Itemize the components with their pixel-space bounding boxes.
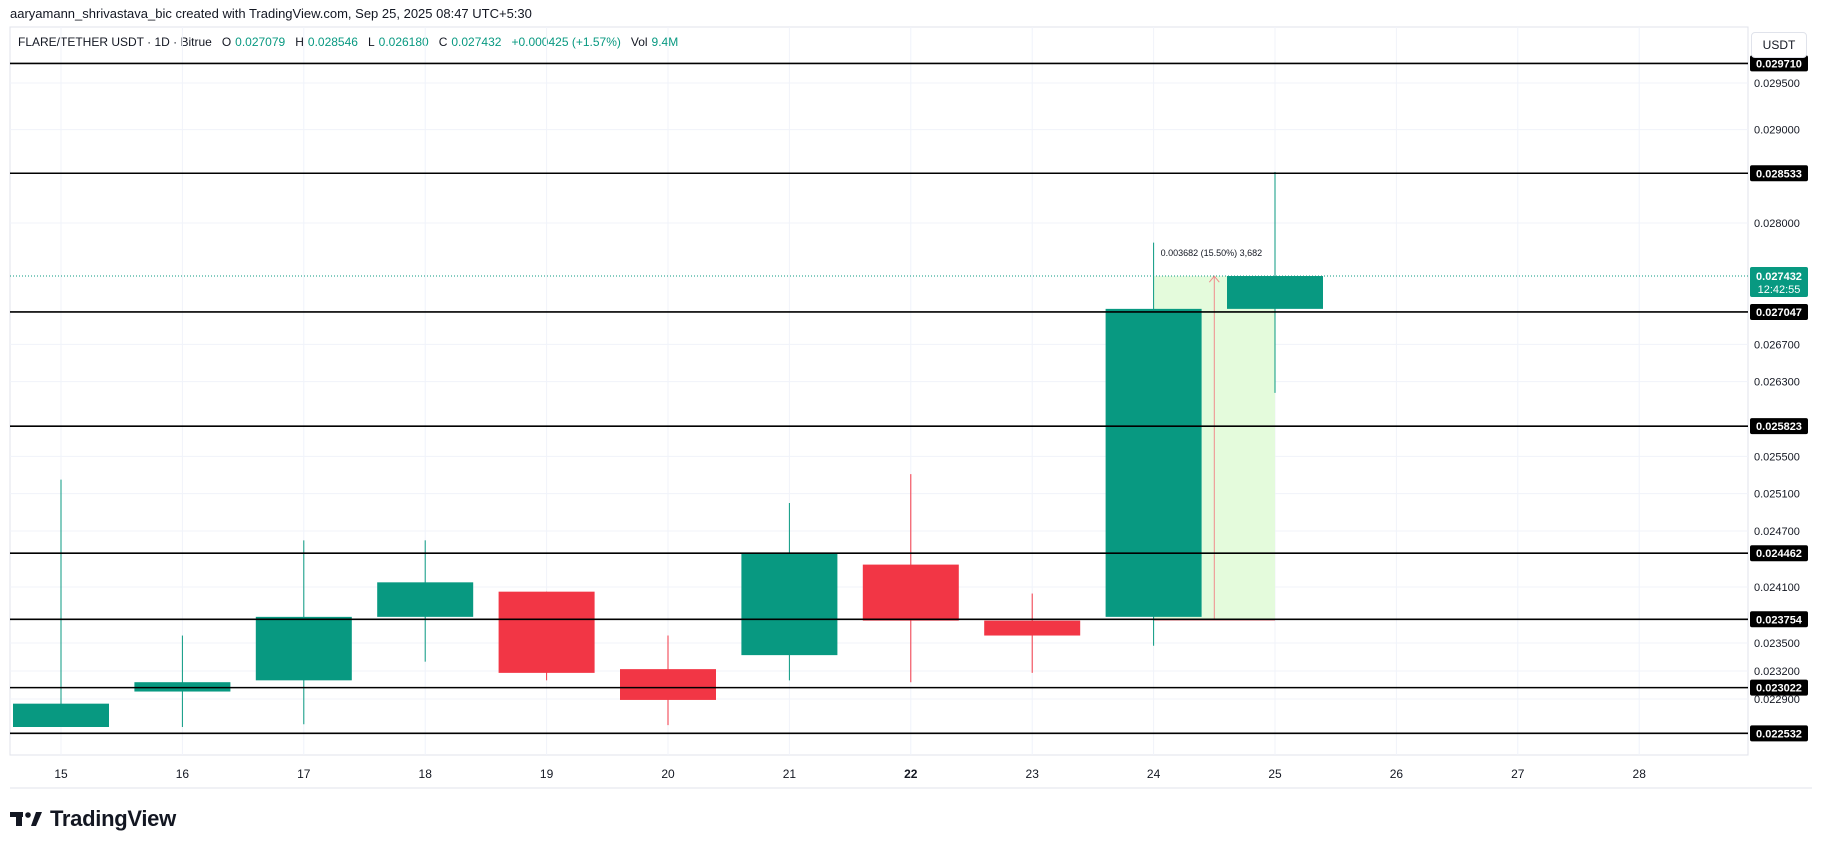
candle-body: [862, 564, 959, 621]
last-price-label: 0.027432: [1756, 271, 1802, 283]
open-value: 0.027079: [235, 35, 286, 49]
measurement-label: 0.003682 (15.50%) 3,682: [1161, 248, 1263, 258]
candle-body: [13, 703, 109, 727]
close-value: 0.027432: [451, 35, 502, 49]
candle-body: [377, 582, 474, 617]
measurement-arrowhead: [1208, 275, 1220, 283]
x-axis-tick-label: 24: [1147, 767, 1161, 781]
change-value: +0.000425 (+1.57%): [511, 35, 621, 49]
high-label: H: [295, 35, 304, 49]
x-axis-tick-label: 18: [419, 767, 433, 781]
candle-body: [741, 553, 838, 656]
low-label: L: [367, 35, 375, 49]
x-axis-tick-label: 17: [297, 767, 311, 781]
level-price-tag: [1750, 303, 1808, 320]
y-axis-tick-label: 0.029500: [1754, 78, 1800, 90]
x-axis-tick-label: 27: [1511, 767, 1525, 781]
y-axis-tick-label: 0.025100: [1754, 489, 1800, 501]
candle-body: [1105, 308, 1202, 617]
bar-countdown-label: 12:42:55: [1758, 284, 1801, 296]
y-axis-tick-label: 0.025500: [1754, 451, 1800, 463]
level-price-label: 0.023754: [1756, 614, 1803, 626]
symbol-title[interactable]: FLARE/TETHER USDT · 1D · Bitrue: [18, 35, 212, 49]
tradingview-logo-text: TradingView: [50, 806, 176, 831]
x-axis-tick-label: 20: [661, 767, 675, 781]
candle-body: [620, 669, 716, 700]
open-label: O: [221, 35, 232, 49]
x-axis-tick-label: 25: [1268, 767, 1282, 781]
level-price-tag: [1750, 611, 1808, 628]
level-price-tag: [1750, 165, 1808, 182]
chart-attribution: aaryamann_shrivastava_bic created with T…: [10, 6, 532, 21]
last-price-tag: [1750, 267, 1808, 298]
x-axis-tick-label: 21: [783, 767, 797, 781]
x-axis-tick-label: 16: [176, 767, 190, 781]
y-axis-tick-label: 0.023200: [1754, 666, 1800, 678]
candle-body: [255, 616, 352, 681]
candle-body: [498, 591, 595, 673]
x-axis-tick-label: 23: [1026, 767, 1040, 781]
y-axis-tick-label: 0.028000: [1754, 218, 1800, 230]
x-axis-tick-label: 15: [54, 767, 68, 781]
level-price-tag: [1750, 418, 1808, 435]
level-price-label: 0.023022: [1756, 683, 1802, 695]
low-value: 0.026180: [378, 35, 429, 49]
x-axis-tick-label: 22: [904, 767, 918, 781]
volume-value: 9.4M: [651, 35, 679, 49]
close-label: C: [438, 35, 448, 49]
currency-selector[interactable]: USDT: [1751, 32, 1807, 58]
x-axis-tick-label: 19: [540, 767, 554, 781]
y-axis-tick-label: 0.029000: [1754, 125, 1800, 137]
symbol-info-bar: FLARE/TETHER USDT · 1D · Bitrue O 0.0270…: [18, 35, 684, 49]
level-price-tag: [1750, 55, 1808, 72]
candle-body: [1227, 276, 1323, 309]
level-price-label: 0.022532: [1756, 728, 1802, 740]
candle-body: [984, 620, 1081, 636]
level-price-label: 0.025823: [1756, 421, 1802, 433]
level-price-label: 0.029710: [1756, 58, 1802, 70]
level-price-label: 0.027047: [1756, 307, 1802, 319]
x-axis-tick-label: 26: [1390, 767, 1404, 781]
tradingview-logo: TradingView: [10, 806, 176, 832]
level-price-label: 0.028533: [1756, 168, 1802, 180]
y-axis-tick-label: 0.024100: [1754, 582, 1800, 594]
y-axis-tick-label: 0.026300: [1754, 377, 1800, 389]
y-axis-tick-label: 0.022900: [1754, 694, 1800, 706]
y-axis-tick-label: 0.024700: [1754, 526, 1800, 538]
level-price-tag: [1750, 725, 1808, 742]
volume-label: Vol: [630, 35, 648, 49]
high-value: 0.028546: [307, 35, 358, 49]
level-price-label: 0.024462: [1756, 548, 1802, 560]
level-price-tag: [1750, 679, 1808, 696]
x-axis-tick-label: 28: [1633, 767, 1647, 781]
y-axis-tick-label: 0.026700: [1754, 339, 1800, 351]
level-price-tag: [1750, 545, 1808, 562]
tradingview-logo-icon: [10, 812, 42, 826]
plot-frame: [9, 26, 1749, 756]
y-axis-tick-label: 0.023500: [1754, 638, 1800, 650]
